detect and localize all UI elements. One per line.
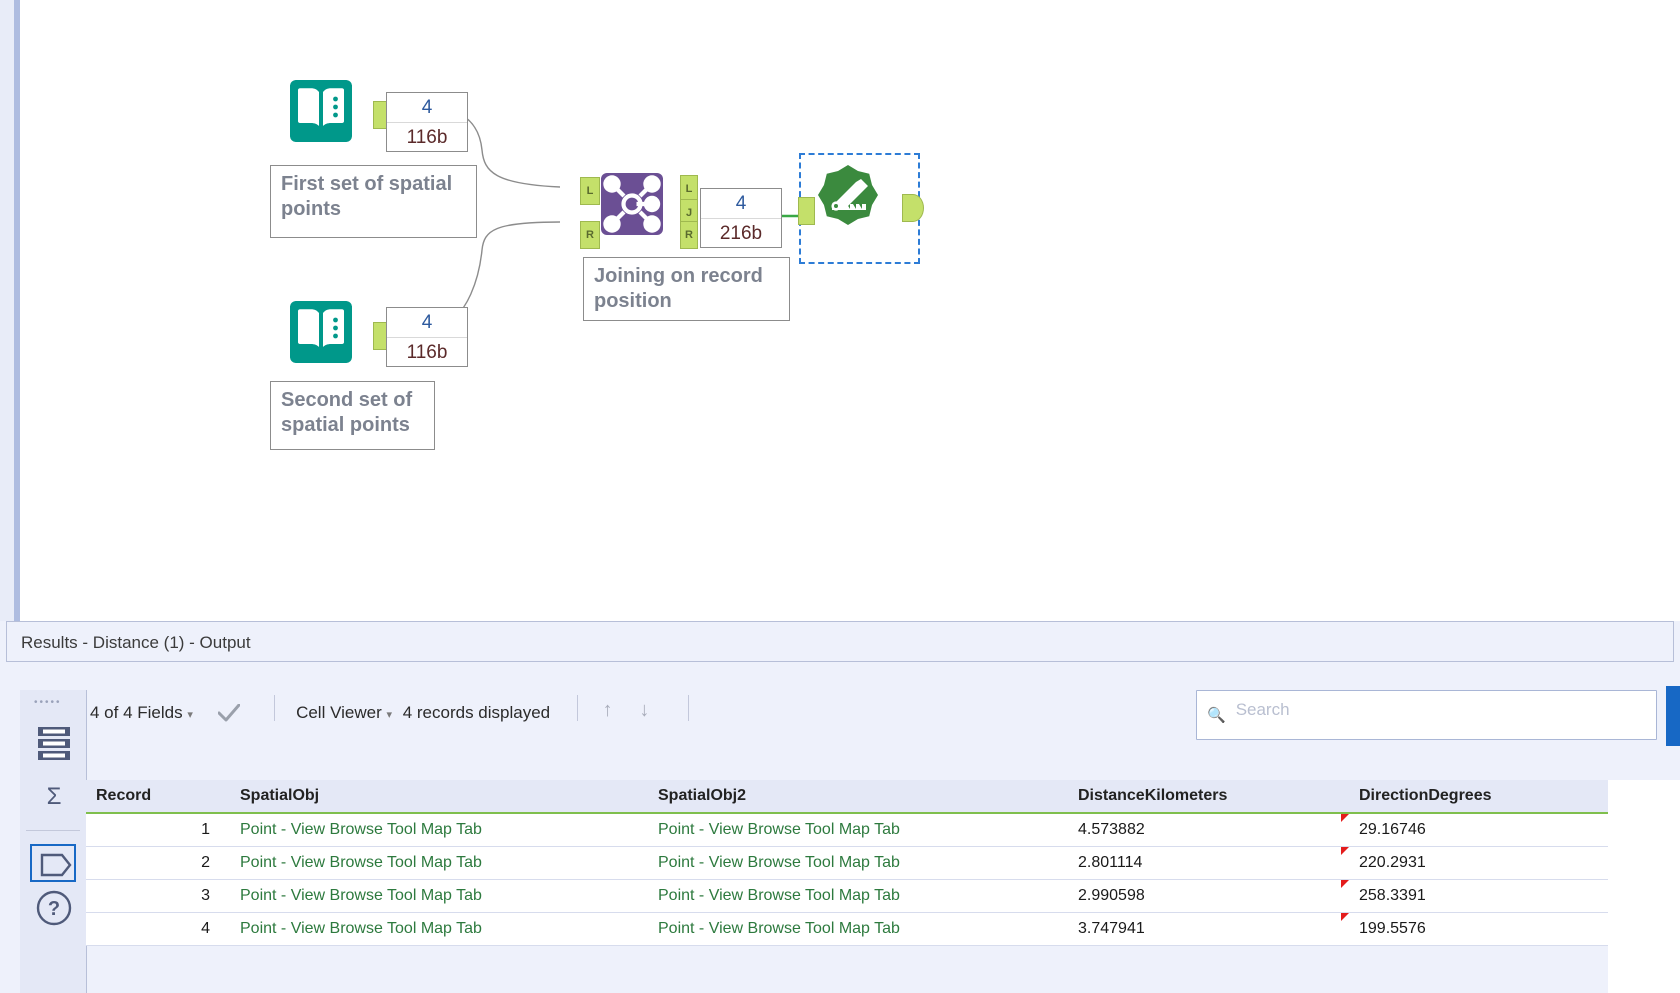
svg-text:?: ?: [48, 898, 60, 920]
